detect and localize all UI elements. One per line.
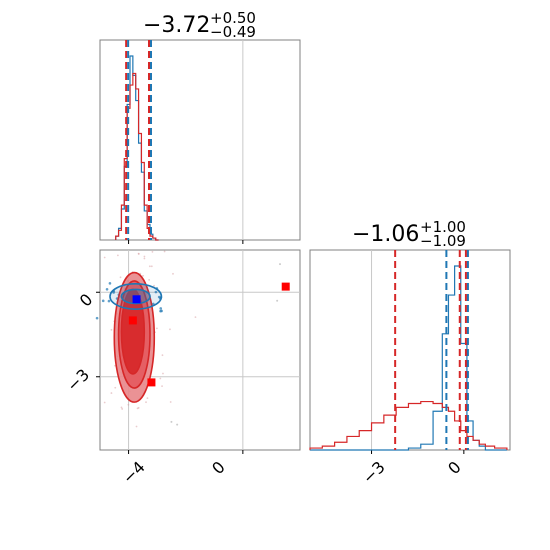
title-x1-value: −3.72 <box>143 13 210 38</box>
title-x1-plus: +0.50 <box>210 9 256 27</box>
joint-scatter-red <box>146 397 149 400</box>
joint-scatter-red <box>169 401 172 403</box>
joint-scatter-red <box>163 250 166 253</box>
joint-scatter-red <box>172 272 174 275</box>
y-tick-label-neg3: −3 <box>63 365 93 395</box>
joint-scatter-red <box>148 265 151 268</box>
joint-scatter-red <box>151 250 154 253</box>
joint-scatter-red <box>114 386 117 389</box>
marginal-x1-frame <box>99 39 301 241</box>
joint-scatter-outlier-2 <box>170 420 173 423</box>
joint-scatter-red <box>153 284 155 287</box>
joint-scatter-red <box>156 327 158 330</box>
joint-scatter-red <box>148 278 151 281</box>
joint-scatter-red <box>103 401 106 404</box>
marginal-x2-hist-red <box>309 400 508 450</box>
joint-scatter-red <box>162 372 164 375</box>
joint-scatter-blue <box>160 309 163 313</box>
title-x2-minus: −1.09 <box>420 232 466 250</box>
title-x1: −3.72 <box>143 13 210 38</box>
title-x2: −1.06 <box>352 222 419 247</box>
joint-scatter-red <box>116 254 119 257</box>
x1-tick-label-0: 0 <box>208 457 229 478</box>
joint-panel <box>95 249 301 454</box>
joint-scatter-red <box>142 274 144 277</box>
joint-marker-1 <box>128 316 137 325</box>
title-x1-minus: −0.49 <box>210 23 256 41</box>
joint-scatter-red <box>136 407 139 410</box>
joint-marker-0 <box>132 295 141 304</box>
joint-scatter-red <box>145 401 147 404</box>
joint-scatter-blue <box>154 290 158 294</box>
title-x2-plus: +1.00 <box>420 218 466 236</box>
marginal-x1-hist-red <box>115 72 159 241</box>
joint-scatter-red <box>120 406 123 409</box>
joint-scatter-red <box>110 392 113 394</box>
joint-scatter-red <box>161 385 163 387</box>
joint-scatter-red <box>127 403 130 406</box>
title-x2-value: −1.06 <box>352 222 419 247</box>
joint-scatter-blue <box>105 287 109 291</box>
joint-scatter-blue <box>108 282 112 285</box>
marginal-x1-panel <box>99 39 301 244</box>
joint-scatter-red <box>161 354 164 357</box>
x1-tick-label-neg4: −4 <box>119 457 149 487</box>
joint-marker-2 <box>147 378 156 387</box>
joint-scatter-outlier-1 <box>276 299 279 302</box>
joint-scatter-red <box>137 252 140 255</box>
y-tick-label-0: 0 <box>76 290 97 311</box>
joint-scatter-red <box>194 316 197 318</box>
joint-scatter-red <box>121 408 124 410</box>
joint-scatter-red <box>135 425 138 428</box>
joint-scatter-red <box>169 328 171 331</box>
joint-scatter-outlier-0 <box>279 263 281 266</box>
joint-scatter-blue <box>159 307 163 310</box>
marginal-x2-frame <box>309 249 511 451</box>
joint-scatter-blue <box>101 299 105 303</box>
joint-scatter-red <box>119 276 122 279</box>
joint-marker-3 <box>281 282 290 291</box>
x2-tick-label-0: 0 <box>444 457 465 478</box>
marginal-x1-hist-blue <box>115 55 159 241</box>
joint-scatter-red <box>143 257 146 260</box>
joint-scatter-outlier-3 <box>176 423 179 426</box>
joint-scatter-red <box>159 377 162 380</box>
joint-scatter-red <box>150 265 153 268</box>
joint-scatter-blue <box>95 316 99 320</box>
marginal-x2-panel <box>309 249 511 454</box>
joint-scatter-blue <box>107 299 111 303</box>
joint-scatter-red <box>143 255 146 258</box>
joint-scatter-red <box>103 256 106 259</box>
marginal-x2-hist-blue <box>310 265 507 451</box>
joint-scatter-red <box>110 328 113 331</box>
x2-tick-label-neg3: −3 <box>359 457 389 487</box>
